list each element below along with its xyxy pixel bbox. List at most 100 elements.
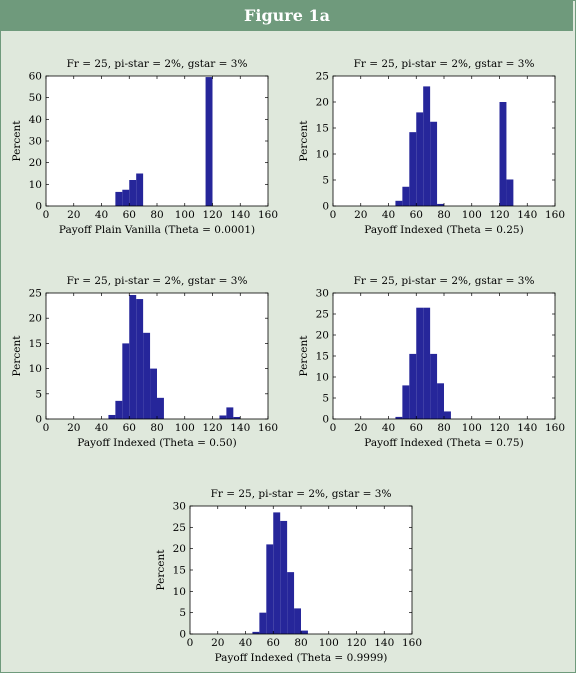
x-tick-label: 80 — [294, 637, 307, 649]
x-tick-label: 160 — [258, 422, 278, 434]
histogram-bar — [409, 132, 417, 206]
x-tick-label: 60 — [123, 209, 136, 221]
histogram-bar — [115, 400, 123, 419]
histogram-bar — [402, 186, 410, 206]
histogram-bar — [395, 200, 403, 206]
y-axis-label: Percent — [11, 335, 23, 377]
x-axis-label: Payoff Indexed (Theta = 0.50) — [77, 437, 236, 449]
x-tick-label: 60 — [410, 209, 423, 221]
histogram-bar — [395, 416, 403, 419]
histogram-bar — [226, 407, 234, 419]
y-axis-label: Percent — [11, 120, 23, 162]
y-tick-label: 10 — [173, 586, 186, 598]
x-tick-label: 0 — [330, 209, 337, 221]
y-tick-label: 30 — [29, 136, 42, 148]
y-tick-label: 25 — [316, 71, 329, 83]
x-tick-label: 140 — [517, 422, 537, 434]
x-tick-label: 160 — [545, 422, 565, 434]
histogram-bar — [416, 112, 424, 206]
y-tick-label: 5 — [322, 175, 329, 187]
x-tick-label: 0 — [43, 422, 50, 434]
y-tick-label: 40 — [29, 114, 42, 126]
histogram-bar — [444, 411, 451, 419]
histogram-bar — [136, 173, 144, 206]
y-axis-label: Percent — [298, 335, 310, 377]
histogram-bar — [402, 385, 410, 419]
y-tick-label: 30 — [316, 288, 329, 300]
y-tick-label: 5 — [179, 607, 186, 619]
x-tick-label: 160 — [258, 209, 278, 221]
x-tick-label: 40 — [239, 637, 252, 649]
y-tick-label: 60 — [29, 71, 42, 83]
x-tick-label: 100 — [175, 422, 195, 434]
y-tick-label: 10 — [316, 149, 329, 161]
y-tick-label: 0 — [179, 629, 186, 641]
histogram-bar — [301, 630, 308, 634]
x-tick-label: 80 — [150, 209, 163, 221]
x-tick-label: 40 — [95, 422, 108, 434]
histogram-bar — [409, 353, 417, 419]
x-tick-label: 20 — [67, 422, 80, 434]
y-tick-label: 15 — [316, 351, 329, 363]
histogram-bar — [423, 307, 431, 419]
y-tick-label: 15 — [173, 565, 186, 577]
x-tick-label: 80 — [150, 422, 163, 434]
histogram-bar — [499, 102, 507, 206]
x-tick-label: 60 — [123, 422, 136, 434]
plot-area — [333, 76, 555, 206]
y-tick-label: 50 — [29, 92, 42, 104]
histogram-panel: 0 20 40 60 80 100 120 140 160 0 5 10 15 20 25 Fr = 25, … — [11, 275, 278, 449]
histogram-bar — [122, 189, 130, 206]
histogram-bar — [129, 180, 137, 206]
y-tick-label: 30 — [173, 501, 186, 513]
x-tick-label: 0 — [330, 422, 337, 434]
histogram-bar — [136, 299, 144, 419]
x-tick-label: 160 — [402, 637, 422, 649]
x-tick-label: 80 — [437, 422, 450, 434]
histogram-bar — [294, 608, 301, 634]
x-tick-label: 120 — [202, 422, 222, 434]
y-tick-label: 20 — [316, 330, 329, 342]
y-axis-label: Percent — [155, 549, 167, 591]
y-tick-label: 25 — [173, 522, 186, 534]
y-tick-label: 10 — [29, 179, 42, 191]
x-tick-label: 100 — [319, 637, 339, 649]
histogram-panel: 0 20 40 60 80 100 120 140 160 0 5 10 15 20 25 30 Fr = 25… — [298, 275, 565, 449]
x-axis-label: Payoff Indexed (Theta = 0.25) — [364, 224, 523, 236]
histogram-bar — [233, 416, 241, 419]
x-tick-label: 40 — [95, 209, 108, 221]
histogram-bar — [273, 512, 281, 634]
x-axis-label: Payoff Indexed (Theta = 0.75) — [364, 437, 523, 449]
x-tick-label: 120 — [489, 209, 509, 221]
histogram-bar — [115, 191, 123, 206]
plot-area — [46, 76, 268, 206]
histogram-bar — [259, 612, 267, 634]
x-tick-label: 20 — [211, 637, 224, 649]
histogram-bar — [122, 343, 130, 419]
histogram-bar — [280, 520, 288, 634]
y-tick-label: 5 — [35, 388, 42, 400]
y-tick-label: 15 — [29, 338, 42, 350]
histogram-bar — [416, 307, 424, 419]
histogram-bar — [143, 332, 151, 419]
x-tick-label: 100 — [175, 209, 195, 221]
histogram-panel: 0 20 40 60 80 100 120 140 160 0 5 10 15 20 25 Fr = 25, … — [298, 58, 565, 236]
figure-title: Figure 1a — [1, 1, 573, 31]
histogram-bar — [430, 121, 438, 206]
x-tick-label: 100 — [462, 422, 482, 434]
y-tick-label: 20 — [173, 543, 186, 555]
y-tick-label: 0 — [322, 414, 329, 426]
chart-title: Fr = 25, pi-star = 2%, gstar = 3% — [354, 275, 535, 287]
x-tick-label: 100 — [462, 209, 482, 221]
x-tick-label: 80 — [437, 209, 450, 221]
y-tick-label: 0 — [35, 201, 42, 213]
chart-title: Fr = 25, pi-star = 2%, gstar = 3% — [67, 275, 248, 287]
histogram-bar — [506, 179, 514, 206]
y-tick-label: 25 — [316, 309, 329, 321]
x-tick-label: 140 — [230, 209, 250, 221]
histogram-bar — [205, 77, 213, 206]
histogram-bar — [430, 353, 438, 419]
x-tick-label: 120 — [202, 209, 222, 221]
x-tick-label: 20 — [354, 422, 367, 434]
